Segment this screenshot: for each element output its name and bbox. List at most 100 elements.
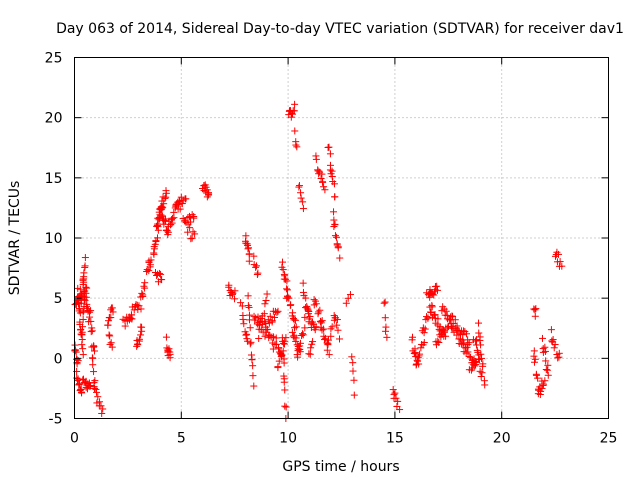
y-tick-label: 0 [54,351,63,367]
axis-ticks [74,57,609,419]
data-point [79,351,87,359]
data-point [315,308,323,316]
data-point [79,308,87,316]
data-point [89,354,97,362]
data-point [412,361,420,369]
data-point [263,325,271,333]
x-tick-label: 25 [600,431,618,447]
data-point [141,279,149,287]
x-tick-label: 15 [386,431,404,447]
data-point [434,315,442,323]
data-point [319,178,327,186]
data-point [538,334,546,342]
data-point [145,267,153,275]
data-point [283,285,291,293]
data-point [139,291,147,299]
data-point [299,198,307,206]
data-point [392,394,400,402]
data-point [247,338,255,346]
data-point [431,311,439,319]
data-point [477,350,485,358]
data-point [544,371,552,379]
data-point [161,194,169,202]
data-point [426,293,434,301]
data-point [542,357,550,365]
data-point [434,337,442,345]
data-point [132,301,140,309]
data-point [157,205,165,213]
data-point [138,327,146,335]
data-point [99,405,107,413]
data-point [311,326,319,334]
data-point [86,308,94,316]
y-tick-label: 15 [45,171,63,187]
data-point [296,339,304,347]
data-point [294,353,302,361]
data-point [299,331,307,339]
data-point [155,269,163,277]
data-point [383,333,391,341]
data-point [107,339,115,347]
data-point [331,232,339,240]
data-point [476,336,484,344]
data-point [530,358,538,366]
data-point [462,344,470,352]
data-point [94,393,102,401]
data-point [290,107,298,115]
data-point [427,308,435,316]
data-point [285,294,293,302]
data-point [312,323,320,331]
data-point [87,317,95,325]
data-point [92,385,100,393]
data-point [309,338,317,346]
data-point [325,143,333,151]
data-point [330,216,338,224]
data-point [275,344,283,352]
data-point [160,220,168,228]
data-point [420,339,428,347]
data-point [86,382,94,390]
data-point [558,262,566,270]
data-point [555,349,563,357]
data-point [446,315,454,323]
data-point [187,218,195,226]
data-point [420,329,428,337]
data-point [537,387,545,395]
y-tick-labels: -5 0 5 10 15 20 25 [45,51,63,428]
data-point [349,367,357,375]
data-point [107,314,115,322]
data-point [301,313,309,321]
data-point [274,307,282,315]
data-point [137,331,145,339]
data-point [79,275,87,283]
data-point [350,391,358,399]
data-point [87,307,95,315]
data-point [281,402,289,410]
data-point [244,245,252,253]
data-point [284,286,292,294]
data-point [302,294,310,302]
data-point [316,306,324,314]
data-point [325,351,333,359]
data-point [74,284,82,292]
y-tick-label: 25 [45,51,63,67]
data-point [158,204,166,212]
data-point [121,322,129,330]
data-point [266,312,274,320]
data-point [260,310,268,318]
data-point [295,182,303,190]
data-point [284,294,292,302]
data-point [279,337,287,345]
data-point [279,266,287,274]
data-point [81,296,89,304]
data-point [435,339,443,347]
data-point [135,337,143,345]
data-point [465,352,473,360]
data-point [89,361,97,369]
data-point [96,398,104,406]
data-point [174,198,182,206]
data-point [91,347,99,355]
data-point [549,336,557,344]
data-point [81,287,89,295]
